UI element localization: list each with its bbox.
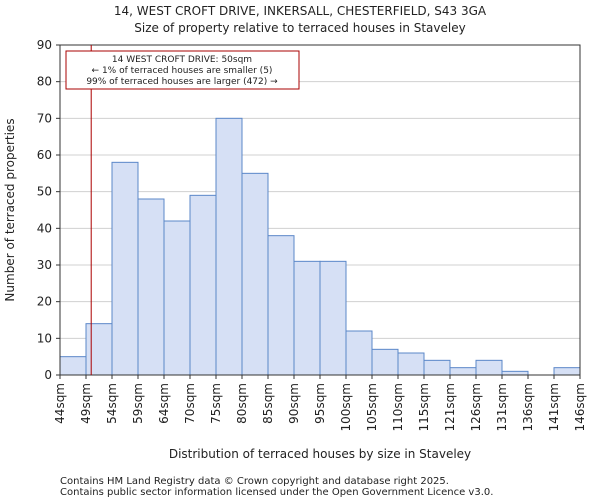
x-tick-label: 75sqm <box>209 383 223 424</box>
y-tick-label: 70 <box>37 111 52 125</box>
bar <box>163 220 191 376</box>
x-tick-label: 121sqm <box>443 383 457 431</box>
y-axis-ticks: 0 10 20 30 40 50 60 70 80 90 <box>37 38 60 382</box>
y-tick-label: 60 <box>37 148 52 162</box>
x-axis-label: Distribution of terraced houses by size … <box>169 447 471 461</box>
y-tick-label: 10 <box>37 331 52 345</box>
x-tick-label: 49sqm <box>79 383 93 424</box>
x-tick-label: 70sqm <box>183 383 197 424</box>
y-tick-label: 0 <box>44 368 52 382</box>
bar <box>371 348 399 376</box>
y-tick-label: 20 <box>37 295 52 309</box>
bar <box>423 359 451 376</box>
plot-frame <box>59 44 581 376</box>
annotation-line1: 14 WEST CROFT DRIVE: 50sqm <box>112 55 252 65</box>
y-tick-label: 90 <box>37 38 52 52</box>
x-tick-label: 85sqm <box>261 383 275 424</box>
bars <box>59 117 581 376</box>
bar <box>111 161 139 376</box>
x-tick-label: 64sqm <box>157 383 171 424</box>
chart-title-line2: Size of property relative to terraced ho… <box>134 21 465 35</box>
chart-title-line1: 14, WEST CROFT DRIVE, INKERSALL, CHESTER… <box>114 4 487 18</box>
x-tick-label: 110sqm <box>391 383 405 431</box>
y-tick-label: 50 <box>37 185 52 199</box>
bar <box>267 235 295 376</box>
bar <box>345 330 373 376</box>
x-tick-label: 146sqm <box>573 383 587 431</box>
y-axis-label: Number of terraced properties <box>3 118 17 301</box>
y-tick-label: 80 <box>37 75 52 89</box>
y-tick-label: 40 <box>37 221 52 235</box>
x-tick-label: 115sqm <box>417 383 431 431</box>
bar <box>553 367 581 376</box>
bar <box>189 194 217 376</box>
annotation-box-frame <box>65 50 300 90</box>
bar <box>501 370 529 376</box>
bar <box>241 172 269 376</box>
bar <box>85 323 113 376</box>
x-axis-ticks: 44sqm 49sqm 54sqm 59sqm 64sqm 70sqm 75sqm 80sqm… <box>53 375 587 431</box>
annotation-box: 14 WEST CROFT DRIVE: 50sqm ← 1% of terra… <box>65 50 300 90</box>
x-tick-label: 131sqm <box>495 383 509 431</box>
footer-line1: Contains HM Land Registry data © Crown c… <box>60 476 449 487</box>
bar <box>215 117 243 376</box>
bar <box>319 260 347 376</box>
x-tick-label: 44sqm <box>53 383 67 424</box>
x-tick-label: 90sqm <box>287 383 301 424</box>
y-tick-label: 30 <box>37 258 52 272</box>
x-tick-label: 54sqm <box>105 383 119 424</box>
bar <box>293 260 321 376</box>
bar <box>449 367 477 376</box>
footer-line2: Contains public sector information licen… <box>60 487 493 498</box>
x-tick-label: 59sqm <box>131 383 145 424</box>
bar <box>137 198 165 376</box>
x-tick-label: 80sqm <box>235 383 249 424</box>
annotation-line2: ← 1% of terraced houses are smaller (5) <box>92 66 273 76</box>
bar <box>475 359 503 376</box>
x-tick-label: 95sqm <box>313 383 327 424</box>
annotation-line3: 99% of terraced houses are larger (472) … <box>86 77 278 87</box>
bar <box>397 352 425 376</box>
x-tick-label: 100sqm <box>339 383 353 431</box>
x-tick-label: 105sqm <box>365 383 379 431</box>
x-tick-label: 141sqm <box>547 383 561 431</box>
bar <box>59 356 87 376</box>
x-tick-label: 136sqm <box>521 383 535 431</box>
x-tick-label: 126sqm <box>469 383 483 431</box>
